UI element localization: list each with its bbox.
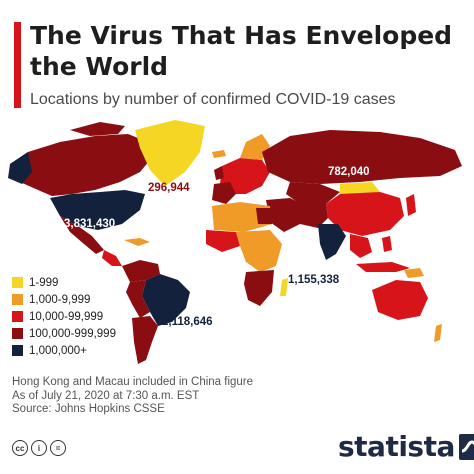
map-papua: [404, 268, 424, 278]
world-map: [8, 120, 462, 364]
map-philippines: [382, 236, 392, 252]
map-colombia-venezuela: [122, 260, 160, 282]
map-southeast-asia: [350, 234, 372, 258]
map-label-brazil: 2,118,646: [162, 316, 213, 328]
map-new-zealand: [434, 324, 442, 342]
map-indonesia: [356, 262, 410, 272]
map-china: [326, 192, 404, 236]
map-greenland: [135, 120, 205, 186]
attribution-icon[interactable]: i: [31, 440, 47, 456]
map-argentina-chile: [132, 316, 158, 364]
map-southern-africa: [244, 270, 274, 306]
map-brazil: [142, 274, 190, 326]
map-europe: [220, 158, 270, 194]
legend-item: 100,000-999,999: [12, 325, 116, 342]
statista-logo[interactable]: statista: [338, 430, 474, 463]
legend-swatch: [12, 277, 23, 288]
map-legend: 1-999 1,000-9,999 10,000-99,999 100,000-…: [12, 274, 116, 359]
map-australia: [372, 280, 428, 320]
map-iran-pakistan: [300, 204, 328, 228]
page-title: The Virus That Has Enveloped the World: [30, 21, 453, 81]
map-madagascar: [280, 278, 288, 296]
legend-item: 1,000-9,999: [12, 291, 116, 308]
map-alaska: [8, 152, 32, 184]
title-accent-bar: [14, 22, 21, 108]
map-middle-east: [266, 198, 306, 232]
map-label-russia: 782,040: [328, 166, 370, 178]
map-west-africa: [206, 230, 240, 252]
map-western-europe: [212, 182, 236, 204]
legend-label: 1,000,000+: [29, 344, 87, 357]
map-label-uk: 296,944: [148, 182, 190, 194]
map-central-asia: [286, 182, 340, 204]
legend-swatch: [12, 311, 23, 322]
map-iceland: [212, 150, 226, 158]
legend-item: 1-999: [12, 274, 116, 291]
footer: cc i = statista: [0, 430, 474, 474]
legend-swatch: [12, 294, 23, 305]
map-japan: [406, 194, 416, 216]
legend-label: 1,000-9,999: [29, 293, 91, 306]
map-mexico: [60, 216, 104, 254]
legend-label: 100,000-999,999: [29, 327, 116, 340]
license-icons[interactable]: cc i =: [12, 440, 66, 456]
page-subtitle: Locations by number of confirmed COVID-1…: [30, 91, 396, 108]
legend-label: 1-999: [29, 276, 59, 289]
map-peru-bolivia: [126, 280, 150, 318]
legend-swatch: [12, 328, 23, 339]
map-caribbean: [124, 238, 150, 246]
legend-item: 1,000,000+: [12, 342, 116, 359]
footnote-date: As of July 21, 2020 at 7:30 a.m. EST: [12, 389, 200, 402]
footnotes: Hong Kong and Macau included in China fi…: [12, 376, 253, 417]
map-russia: [262, 130, 462, 184]
map-egypt: [256, 208, 272, 224]
map-india: [318, 224, 346, 260]
map-label-us: 3,831,430: [64, 218, 116, 230]
map-canada: [10, 134, 150, 196]
map-uk: [214, 166, 224, 180]
map-central-africa: [236, 230, 282, 272]
legend-item: 10,000-99,999: [12, 308, 116, 325]
map-arctic-islands: [70, 122, 125, 136]
footnote-source: Source: Johns Hopkins CSSE: [12, 403, 165, 415]
map-label-india: 1,155,338: [288, 274, 340, 286]
legend-label: 10,000-99,999: [29, 310, 104, 323]
legend-swatch: [12, 345, 23, 356]
footnote-note: Hong Kong and Macau included in China fi…: [12, 376, 254, 388]
no-derivatives-icon[interactable]: =: [50, 440, 66, 456]
brand-wordmark: statista: [338, 430, 455, 463]
map-central-america: [102, 250, 122, 266]
map-usa: [50, 190, 145, 230]
statista-wave-icon: [458, 433, 474, 460]
creative-commons-icon[interactable]: cc: [12, 440, 28, 456]
